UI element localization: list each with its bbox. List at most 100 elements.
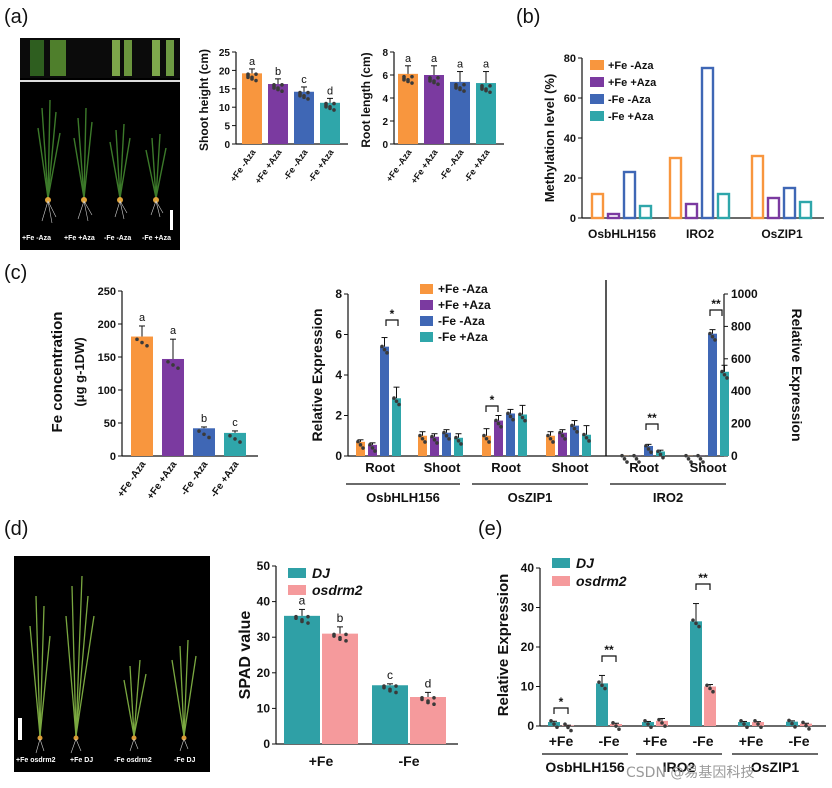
a-root-letter-2: a (457, 59, 464, 71)
a-root-tick-label-2: 2 (382, 117, 388, 128)
photo-a-label-4: -Fe +Aza (142, 235, 171, 242)
b-cat-1: IRO2 (686, 227, 714, 241)
a-root-dots-1-4 (432, 80, 436, 85)
d-dots-0-0-2 (306, 621, 310, 625)
e-dots-0-0-0 (549, 719, 553, 723)
c-fe-bar-1 (162, 358, 184, 456)
panel-letter-e: (e) (478, 518, 503, 540)
d-legend-label-0: DJ (312, 565, 331, 581)
c-expr-bar-3-3 (582, 434, 591, 456)
c-expr-tissue-0-0: Root (365, 460, 395, 475)
e-cond-0-1: -Fe (599, 733, 620, 749)
c-expr-tick-label-8: 8 (335, 287, 342, 301)
a-root-cat-1: +Fe +Aza (409, 147, 440, 186)
e-dots-3-1-1 (708, 686, 712, 691)
c-expr-tick-label-2: 2 (335, 409, 342, 423)
d-letter-0-1: b (337, 611, 344, 625)
d-dots-0-0-3 (294, 616, 298, 621)
c-expr-legend-swatch-3 (420, 332, 433, 342)
c-expr-dots-5-3-0 (720, 369, 724, 374)
c-expr-right-tick-label-1000: 1000 (731, 287, 758, 301)
a-root-dots-3-2 (488, 90, 492, 95)
e-tick-label-10: 10 (521, 680, 535, 694)
b-tick-label-0: 0 (570, 213, 576, 225)
c-fe-cat-1: +Fe +Aza (145, 459, 179, 502)
c-expr-bar-0-1 (368, 444, 377, 456)
c-fe-dots-2-0 (197, 429, 201, 433)
c-expr-dots-0-3-2 (397, 402, 401, 407)
a-shoot-letter-1: b (275, 66, 281, 78)
a-root-tick-label-0: 0 (382, 140, 388, 151)
d-ylabel: SPAD value (237, 611, 254, 700)
a-shoot-dots-1-6 (272, 86, 276, 90)
e-dots-3-1-2 (711, 689, 715, 694)
c-expr-dots-2-3-1 (520, 415, 525, 420)
c-expr-dots-5-3-1 (722, 372, 727, 377)
a-root-dots-2-4 (458, 87, 462, 92)
e-legend-label-0: DJ (576, 555, 595, 571)
a-shoot-dots-0-4 (250, 77, 254, 81)
c-expr-bar-3-1 (558, 432, 567, 456)
c-expr-dots-5-1-0 (696, 453, 700, 458)
a-shoot-bar-0 (242, 73, 262, 144)
c-expr-bar-1-1 (430, 436, 439, 456)
e-dots-1-1-0 (611, 721, 615, 725)
c-expr-dots-2-1-1 (496, 421, 501, 426)
a-shoot-tick-label-25: 25 (219, 48, 231, 59)
c-expr-bar-1-2 (442, 432, 451, 456)
e-tick-label-20: 20 (521, 640, 535, 654)
c-fe-dots-0-1 (140, 340, 144, 345)
c-expr-dots-1-0-1 (420, 436, 425, 441)
c-expr-dots-1-0-2 (423, 440, 427, 444)
c-expr-dots-3-1-2 (563, 437, 567, 441)
c-expr-dots-3-3-0 (582, 432, 586, 437)
a-root-dots-0-6 (402, 78, 406, 82)
b-bar-0-1 (606, 212, 621, 220)
d-dots-0-1-5 (344, 632, 348, 637)
c-fe-bar-0 (131, 336, 153, 456)
c-expr-dots-4-2-0 (644, 443, 648, 448)
panel-letter-d: (d) (4, 518, 29, 540)
b-ylabel: Methylation level (%) (542, 74, 557, 203)
e-dots-3-0-1 (694, 621, 698, 626)
d-tick-label-50: 50 (257, 559, 271, 573)
e-dots-0-1-1 (566, 725, 570, 730)
c-expr-tick-label-0: 0 (335, 449, 342, 463)
e-bar-3-0 (690, 621, 702, 726)
c-expr-dots-2-1-0 (494, 418, 498, 423)
e-sig-1-label: ** (604, 643, 614, 657)
c-expr-right-tick-label-600: 600 (731, 352, 751, 366)
c-expr-dots-5-0-1 (686, 457, 691, 461)
e-dots-0-1-0 (563, 722, 567, 727)
d-bar-0-0 (284, 615, 320, 744)
a-shoot-dots-3-6 (324, 104, 328, 109)
a-shoot-dots-1-4 (276, 87, 280, 92)
c-expr-gene-1: OsZIP1 (508, 490, 553, 505)
c-expr-dots-5-2-0 (708, 331, 712, 336)
c-expr-ylabel-right: Relative Expression (789, 308, 805, 441)
e-dots-5-1-2 (807, 727, 811, 731)
a-shoot-tick-label-0: 0 (224, 140, 230, 151)
d-cat-0: +Fe (309, 753, 334, 769)
photo-a-label-3: -Fe -Aza (104, 235, 132, 242)
e-dots-0-1-2 (569, 728, 573, 733)
c-expr-bar-0-0 (356, 441, 365, 456)
b-bar-1-2 (700, 66, 715, 220)
c-expr-bar-5-3 (720, 371, 729, 456)
c-expr-sig-2-bracket (645, 423, 659, 430)
e-cond-1-0: +Fe (643, 733, 668, 749)
photo-d-seedlings: +Fe osdrm2 +Fe DJ -Fe osdrm2 -Fe DJ (14, 556, 210, 772)
c-expr-dots-2-2-0 (506, 411, 510, 416)
e-gene-1: IRO2 (663, 759, 696, 775)
b-legend-swatch-2 (590, 94, 604, 104)
d-letter-1-1: d (425, 676, 432, 690)
a-root-letter-0: a (405, 53, 412, 65)
c-expr-dots-0-1-2 (373, 449, 377, 453)
c-expr-dots-2-3-0 (518, 412, 522, 417)
c-expr-dots-4-3-0 (656, 449, 660, 454)
c-expr-bar-3-0 (546, 435, 555, 456)
b-cat-0: OsbHLH156 (588, 227, 656, 241)
b-legend-label-3: -Fe +Aza (608, 111, 654, 123)
c-expr-dots-1-2-0 (442, 430, 446, 435)
